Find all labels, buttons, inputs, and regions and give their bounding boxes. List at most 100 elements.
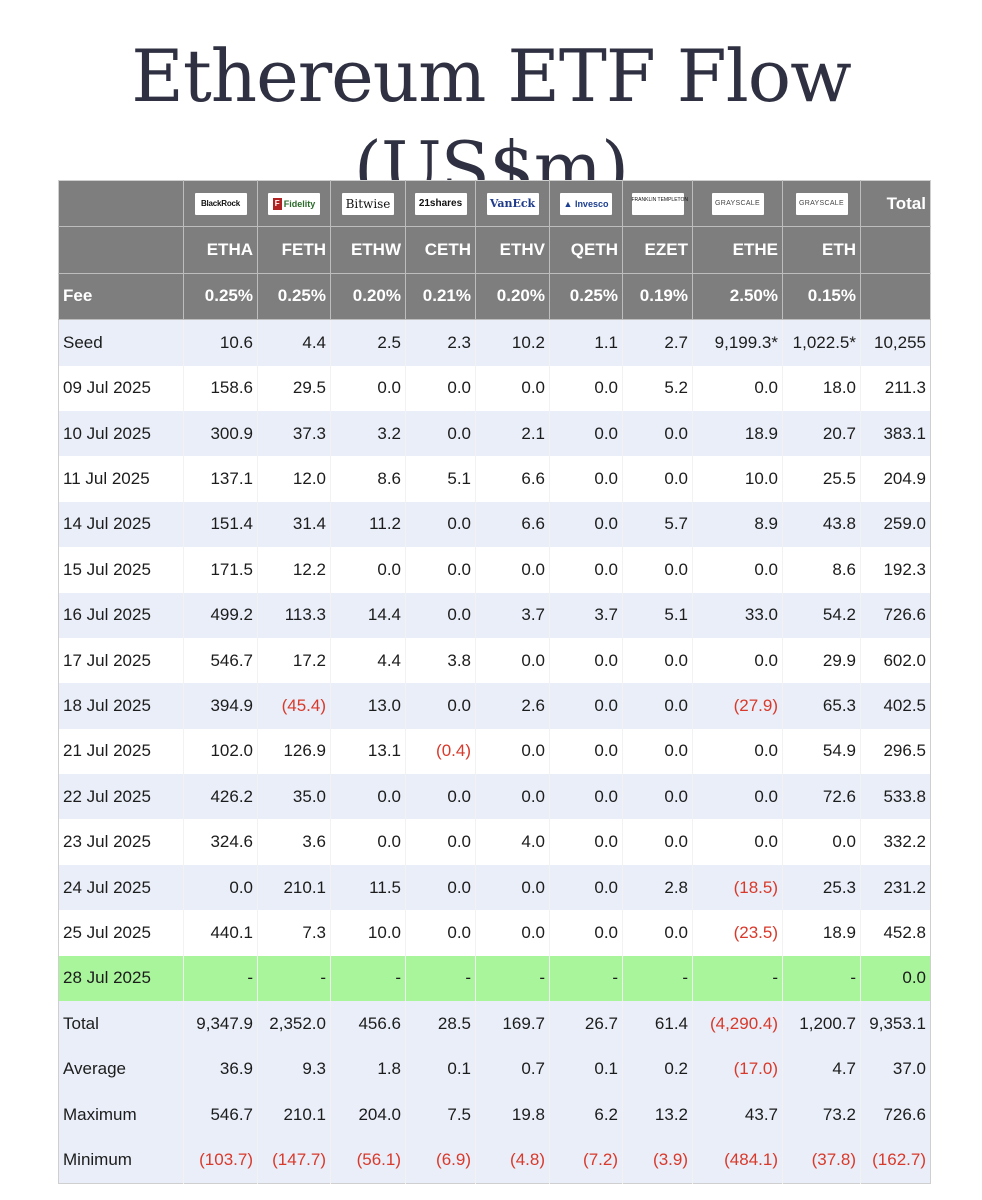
table-cell: 1.8 — [330, 1046, 406, 1092]
table-cell: 137.1 — [183, 456, 258, 502]
bitwise-logo: Bitwise — [342, 192, 394, 215]
table-cell: 13.0 — [330, 683, 406, 729]
table-cell: 171.5 — [183, 547, 258, 593]
table-cell: (56.1) — [330, 1137, 406, 1184]
table-cell: 10.2 — [475, 319, 550, 366]
header-empty-cell — [58, 226, 184, 274]
table-cell: 332.2 — [860, 819, 931, 865]
total-header: Total — [860, 180, 931, 228]
21shares-logo-cell: 21shares — [405, 180, 476, 228]
table-cell: 0.0 — [549, 410, 623, 457]
table-cell: 151.4 — [183, 501, 258, 548]
table-cell: 10.0 — [692, 456, 783, 502]
invesco-logo: ▲ Invesco — [560, 192, 612, 215]
table-cell: 192.3 — [860, 547, 931, 593]
fee-label: Fee — [58, 273, 184, 321]
table-cell: 8.6 — [330, 456, 406, 502]
ticker-ethe: ETHE — [692, 226, 783, 274]
grayscale-eth-logo-cell: GRAYSCALE — [782, 180, 861, 228]
table-cell: - — [782, 955, 861, 1002]
grayscale-logo: GRAYSCALE — [711, 192, 764, 215]
row-label: Average — [63, 1059, 127, 1079]
table-cell: 394.9 — [183, 683, 258, 729]
table-cell: 499.2 — [183, 592, 258, 638]
table-cell: 0.0 — [692, 365, 783, 411]
table-cell: (3.9) — [622, 1137, 693, 1184]
table-cell: 0.0 — [330, 819, 406, 865]
table-cell: 0.0 — [405, 683, 476, 729]
ticker-ethv: ETHV — [475, 226, 550, 274]
ticker-qeth: QETH — [549, 226, 623, 274]
table-cell: 726.6 — [860, 1091, 931, 1138]
table-cell: (484.1) — [692, 1137, 783, 1184]
table-cell: 2.6 — [475, 683, 550, 729]
table-row: 21 Jul 2025 102.0 126.9 13.1 (0.4) 0.0 0.0 0.0 0… — [58, 728, 931, 775]
table-cell: 0.1 — [405, 1046, 476, 1092]
table-cell: - — [549, 955, 623, 1002]
table-cell: 2.3 — [405, 319, 476, 366]
table-cell: 3.6 — [257, 819, 331, 865]
table-cell: 0.0 — [475, 365, 550, 411]
table-cell: 17.2 — [257, 637, 331, 684]
fidelity-logo-cell: F Fidelity — [257, 180, 331, 228]
table-cell: 0.0 — [692, 728, 783, 775]
table-cell: 0.0 — [405, 910, 476, 956]
table-cell: - — [622, 955, 693, 1002]
table-cell: 1,022.5* — [782, 319, 861, 366]
table-cell: 18.9 — [782, 910, 861, 956]
table-cell: 0.0 — [622, 774, 693, 820]
table-cell: 0.0 — [330, 774, 406, 820]
table-cell: 0.0 — [405, 410, 476, 457]
table-cell: 0.0 — [622, 547, 693, 593]
franklin-templeton-logo-cell: FRANKLIN TEMPLETON — [622, 180, 693, 228]
table-cell: (162.7) — [860, 1137, 931, 1184]
table-row: Total 9,347.9 2,352.0 456.6 28.5 169.7 26.7 61.… — [58, 1001, 931, 1047]
table-cell: - — [692, 955, 783, 1002]
table-cell: (4.8) — [475, 1137, 550, 1184]
table-cell: 3.2 — [330, 410, 406, 457]
table-cell: 402.5 — [860, 683, 931, 729]
table-cell: 7.3 — [257, 910, 331, 956]
table-cell: 2.5 — [330, 319, 406, 366]
table-cell: 33.0 — [692, 592, 783, 638]
table-cell: 43.8 — [782, 501, 861, 548]
fee-feth: 0.25% — [257, 273, 331, 321]
table-cell: 9,199.3* — [692, 319, 783, 366]
table-cell: 4.4 — [257, 319, 331, 366]
table-cell: 383.1 — [860, 410, 931, 457]
table-cell: (37.8) — [782, 1137, 861, 1184]
table-cell: (45.4) — [257, 683, 331, 729]
table-cell: 7.5 — [405, 1091, 476, 1138]
table-cell: 4.7 — [782, 1046, 861, 1092]
etf-flow-table: BlackRock F Fidelity Bitwise 21shares Van… — [58, 180, 931, 1184]
table-cell: 0.0 — [475, 637, 550, 684]
ticker-eth: ETH — [782, 226, 861, 274]
table-cell: 54.2 — [782, 592, 861, 638]
ticker-etha: ETHA — [183, 226, 258, 274]
table-cell: 0.0 — [622, 728, 693, 775]
table-cell: 0.0 — [405, 501, 476, 548]
blackrock-logo-cell: BlackRock — [183, 180, 258, 228]
table-cell: 533.8 — [860, 774, 931, 820]
table-row: 09 Jul 2025 158.6 29.5 0.0 0.0 0.0 0.0 5.2 0.0 18… — [58, 365, 931, 411]
table-cell: 0.0 — [405, 547, 476, 593]
table-cell: 3.7 — [475, 592, 550, 638]
table-cell: 113.3 — [257, 592, 331, 638]
header-empty-cell — [860, 226, 931, 274]
table-cell: 0.0 — [692, 547, 783, 593]
table-cell: 546.7 — [183, 1091, 258, 1138]
table-cell: 0.0 — [622, 456, 693, 502]
table-cell: (103.7) — [183, 1137, 258, 1184]
row-label: Seed — [63, 332, 103, 352]
table-cell: 10.6 — [183, 319, 258, 366]
table-cell: 10.0 — [330, 910, 406, 956]
fee-eth: 0.15% — [782, 273, 861, 321]
table-cell: 0.0 — [549, 456, 623, 502]
table-cell: 0.0 — [475, 774, 550, 820]
table-cell: - — [405, 955, 476, 1002]
table-cell: 726.6 — [860, 592, 931, 638]
table-cell: 158.6 — [183, 365, 258, 411]
header-empty-cell — [58, 180, 184, 228]
table-cell: (4,290.4) — [692, 1001, 783, 1047]
table-row: 18 Jul 2025 394.9 (45.4) 13.0 0.0 2.6 0.0 0.0 (2… — [58, 683, 931, 729]
